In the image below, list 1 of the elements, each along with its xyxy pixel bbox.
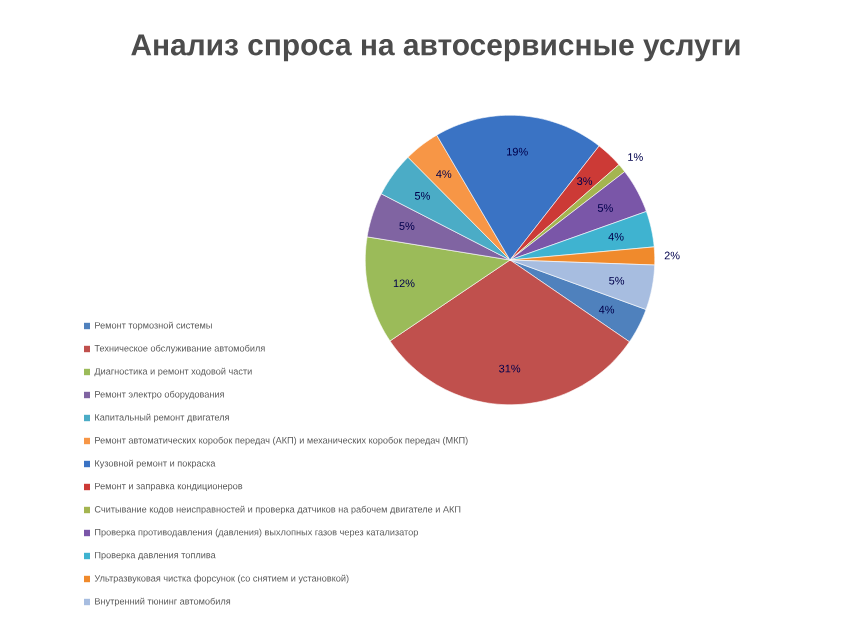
chart-title: Анализ спроса на автосервисные услуги bbox=[131, 34, 740, 62]
